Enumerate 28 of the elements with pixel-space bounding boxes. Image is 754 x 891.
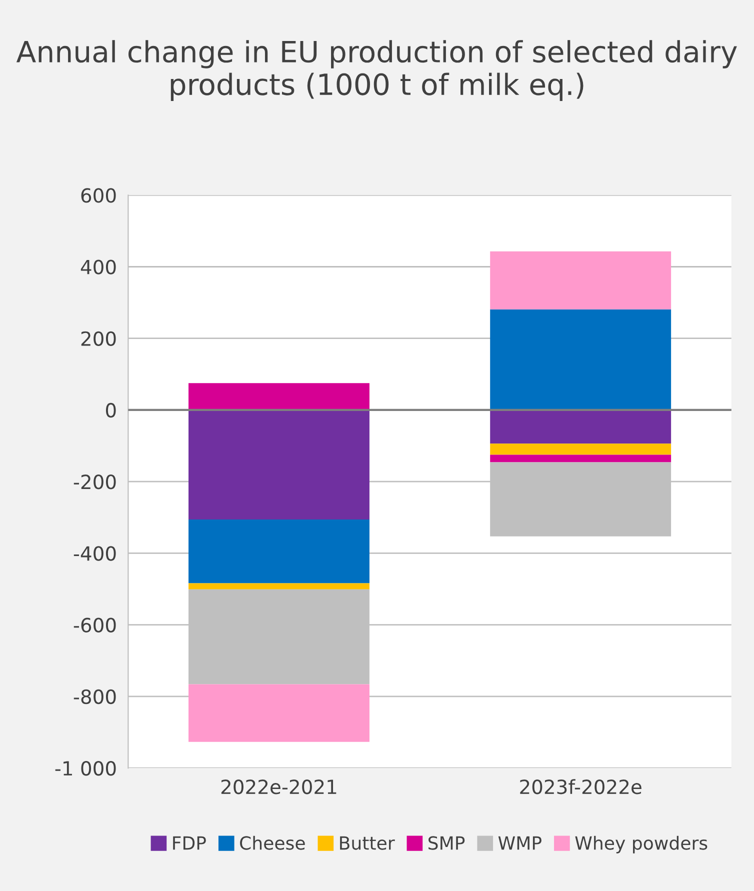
y-tick-label: -600: [74, 618, 116, 632]
y-tick-label: -1 000: [55, 761, 116, 776]
legend-label: WMP: [498, 836, 542, 850]
legend-label: Cheese: [240, 836, 305, 850]
bar: [490, 410, 672, 444]
y-tick-label: 0: [106, 402, 116, 418]
x-tick-label: 2022e-2021: [221, 779, 336, 794]
legend-label: SMP: [428, 836, 465, 850]
bar: [490, 251, 672, 310]
x-tick-label: 2023f-2022e: [520, 779, 642, 794]
legend-label: Whey powders: [575, 836, 708, 854]
chart-title: Annual change in EU production of selected dairy products (1000 t of milk eq.): [16, 40, 737, 101]
bar: [188, 410, 370, 520]
y-tick-label: 400: [80, 260, 116, 274]
legend-label: FDP: [173, 836, 206, 850]
bar: [490, 454, 672, 462]
bar: [188, 583, 370, 590]
y-tick-label: 600: [81, 188, 116, 203]
y-tick-label: -400: [74, 546, 116, 561]
y-tick-label: -200: [74, 474, 116, 490]
y-tick-label: -800: [74, 689, 116, 704]
bar: [188, 383, 370, 410]
bar: [188, 520, 370, 584]
bar: [188, 684, 370, 742]
y-tick-label: 200: [81, 331, 116, 346]
bar: [490, 309, 672, 410]
legend-label: Butter: [340, 836, 395, 850]
bar: [490, 444, 672, 455]
